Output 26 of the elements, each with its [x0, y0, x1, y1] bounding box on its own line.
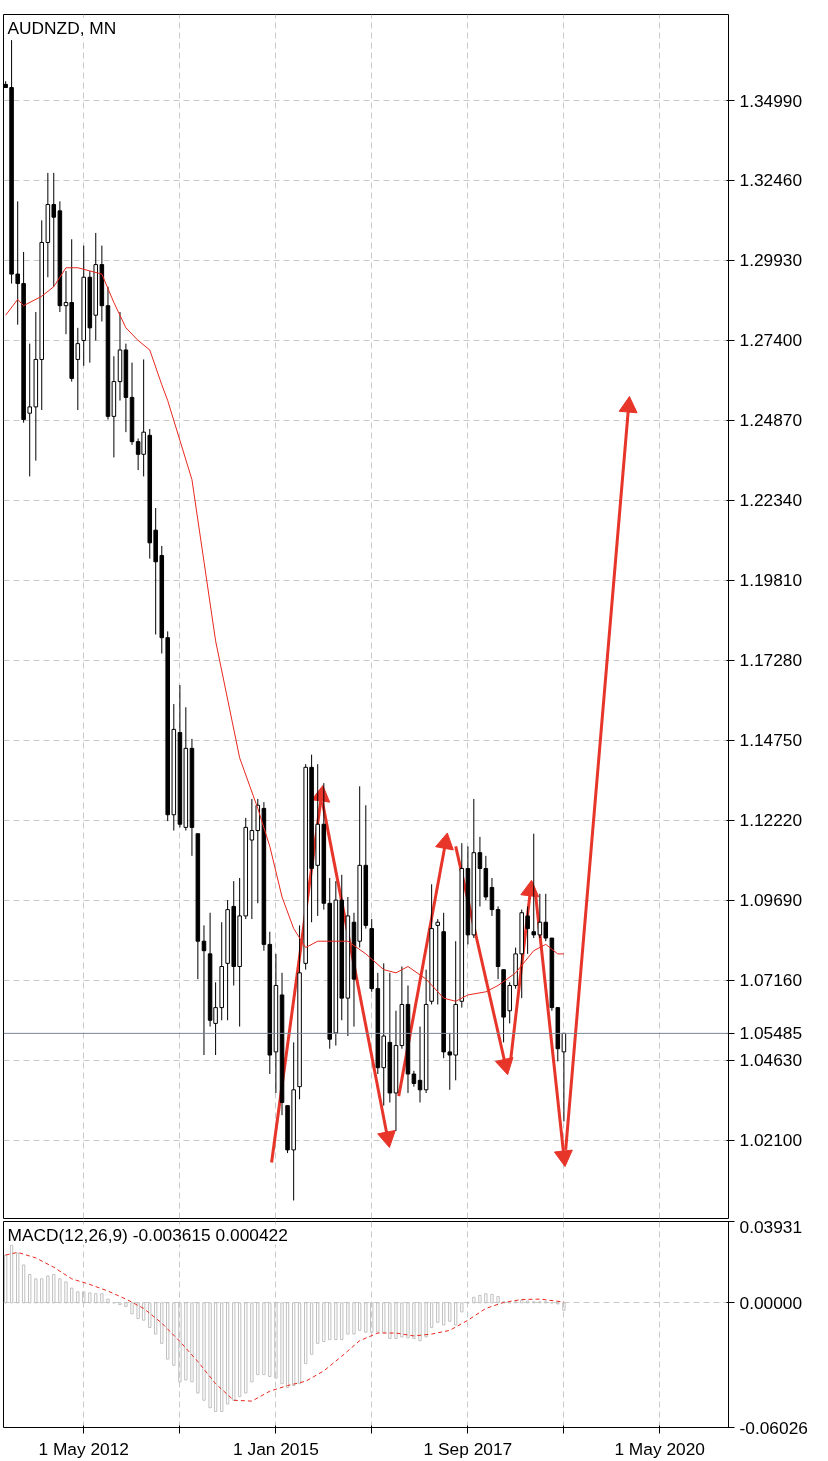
y-tick-label: 1.04630 [739, 1050, 803, 1071]
chart-title: MACD(12,26,9) -0.003615 0.000422 [7, 1224, 288, 1245]
x-tick-label: 1 May 2020 [614, 1438, 705, 1459]
y-tick-label: 1.34990 [739, 90, 803, 111]
y-tick-label: 1.29930 [739, 250, 803, 271]
y-tick-label: 1.19810 [739, 570, 803, 591]
y-tick-label: 1.02100 [739, 1130, 803, 1151]
y-tick-label: 0.03931 [739, 1216, 803, 1237]
y-tick-label: 1.12220 [739, 810, 803, 831]
x-tick-label: 1 May 2012 [38, 1438, 130, 1459]
x-tick-label: 1 Jan 2015 [233, 1438, 319, 1459]
candlestick [435, 918, 441, 1005]
y-tick-label: 1.09690 [739, 890, 803, 911]
y-tick-label: 1.14750 [739, 730, 803, 751]
x-tick-label: 1 Sep 2017 [423, 1438, 513, 1459]
ref-line-label: 1.05485 [739, 1023, 803, 1044]
chart-title: AUDNZD, MN [7, 17, 117, 38]
y-tick-label: 1.27400 [739, 330, 803, 351]
y-tick-label: 1.07160 [739, 970, 803, 991]
line-series [5, 267, 565, 1002]
y-tick-label: 1.22340 [739, 490, 803, 511]
y-tick-label: 1.24870 [739, 410, 803, 431]
y-tick-label: 1.17280 [739, 650, 803, 671]
y-tick-label: -0.06026 [739, 1417, 808, 1438]
y-tick-label: 0.00000 [739, 1292, 803, 1313]
y-tick-label: 1.32460 [739, 170, 803, 191]
